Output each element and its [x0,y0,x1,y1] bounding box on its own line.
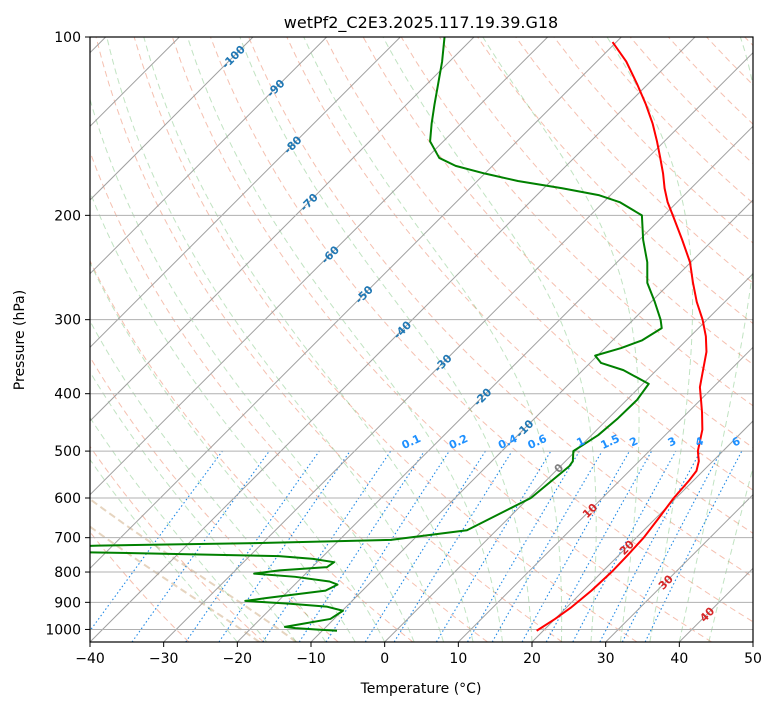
mixing-ratio-line [545,450,653,642]
moist-adiabat [482,37,640,642]
y-tick-label: 100 [54,30,81,46]
mixing-ratio-line [521,450,630,642]
x-tick-label: 0 [380,651,389,667]
x-tick-label: −30 [149,651,179,667]
isotherm-line [90,37,475,422]
dry-adiabat [324,37,753,491]
x-tick-label: 40 [670,651,688,667]
x-tick-label: 30 [597,651,615,667]
moist-adiabat [143,37,474,642]
y-tick-label: 200 [54,208,81,224]
mixing-ratio-line [131,450,270,642]
dry-adiabat [515,37,753,284]
isotherm-line [605,493,753,642]
mixing-ratio-line [325,450,450,642]
mixing-ratio-line [90,450,223,632]
moist-adiabat [90,371,297,642]
mixing-ratio-lines [90,450,743,642]
y-tick-label: 500 [54,444,81,460]
mixing-ratio-line [393,450,513,642]
x-tick-label: 10 [449,651,467,667]
moist-adiabat [382,37,597,642]
y-tick-label: 600 [54,491,81,507]
isotherm-line [90,37,549,496]
plot-area: -100-90-80-70-60-50-40-30-20-10010203040… [90,37,753,642]
moist-adiabat [90,320,327,642]
dry-adiabat [90,445,264,642]
y-tick-label: 300 [54,313,81,329]
moist-adiabat [90,458,238,642]
dry-adiabats [90,37,753,642]
y-tick-label: 800 [54,565,81,581]
moist-adiabat [106,37,445,642]
x-tick-label: −40 [75,651,105,667]
isotherm-line [90,37,622,570]
moist-adiabat [239,37,533,642]
isotherm-line [310,199,753,642]
dewpoint-profile-line [90,37,663,632]
isotherm-line [90,37,254,201]
isotherm-line [531,420,753,642]
y-tick-label: 900 [54,595,81,611]
isotherm-line [90,37,328,275]
y-axis: 100 200 300 400 500 600 700 800 900 1000 [45,30,90,638]
mixing-ratio-line [572,450,677,642]
series-lines [90,37,708,632]
mixing-ratio-line [644,450,743,642]
moist-adiabat [90,416,268,642]
isotherm-line [163,51,753,642]
mixing-ratio-line [185,450,320,642]
moist-adiabats [90,37,753,642]
mixing-ratio-line [298,450,425,642]
moist-adiabat [90,261,356,642]
dry-adiabat [90,356,339,642]
dry-adiabat [210,37,753,623]
x-axis: −40 −30 −20 −10 0 10 20 30 40 50 [75,642,762,667]
moist-adiabat [90,190,386,642]
x-tick-label: −20 [223,651,253,667]
x-tick-label: 20 [523,651,541,667]
x-tick-label: 50 [744,651,762,667]
mixing-ratio-line [262,450,392,642]
isotherm-line [90,37,401,349]
dry-adiabat [171,37,712,642]
y-tick-label: 1000 [45,622,81,638]
dry-adiabat [286,37,753,534]
moist-adiabat [187,37,504,642]
moist-adiabat [678,37,753,642]
dry-adiabat [133,37,638,642]
isotherms [90,37,753,642]
x-axis-title: Temperature (°C) [360,681,482,697]
dry-adiabat [90,259,414,642]
isotherm-line [384,272,753,642]
y-tick-label: 400 [54,387,81,403]
isotherm-line [90,37,696,642]
chart-title: wetPf2_C2E3.2025.117.19.39.G18 [284,13,558,33]
dry-adiabat [95,37,563,642]
x-tick-label: −10 [296,651,326,667]
dry-adiabat [248,37,753,578]
plot-frame [89,36,754,643]
temperature-profile-line [536,41,708,632]
isotherm-line [457,346,753,642]
y-axis-title: Pressure (hPa) [12,290,28,390]
moist-adiabat [708,465,753,642]
mixing-ratio-line [218,450,351,642]
moist-adiabat [303,37,563,642]
y-tick-label: 700 [54,531,81,547]
